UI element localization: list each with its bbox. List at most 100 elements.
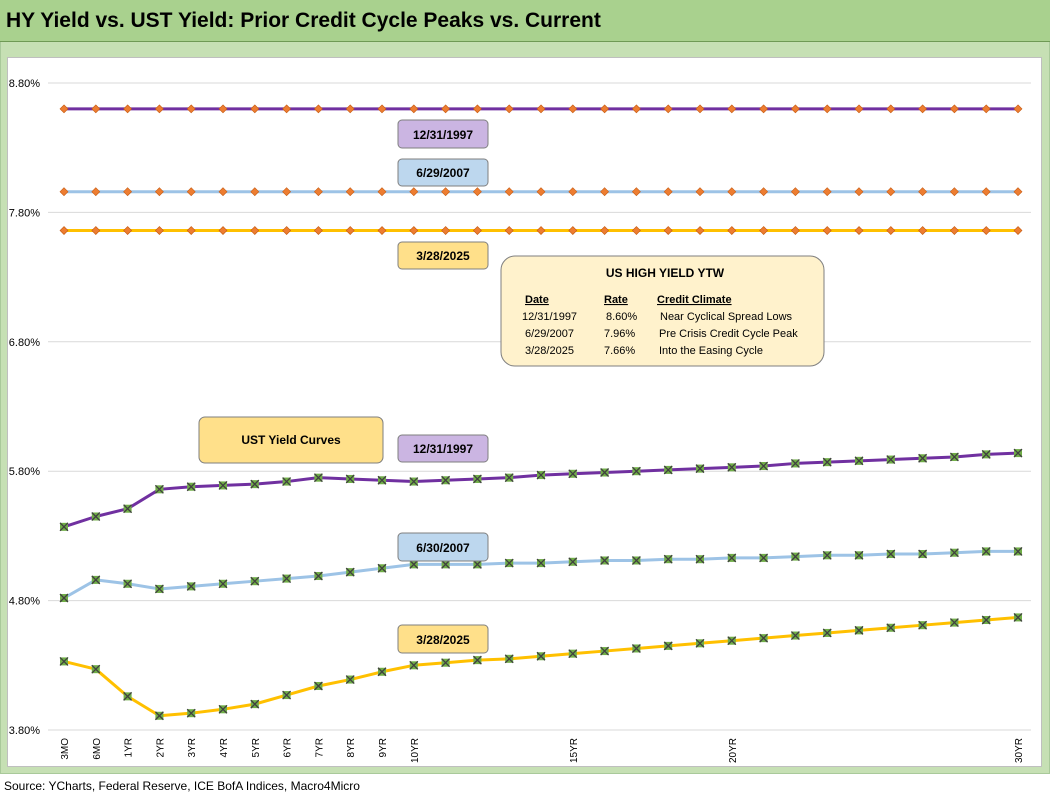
- data-point: [1013, 546, 1023, 556]
- data-point: [59, 656, 69, 666]
- data-point: [186, 104, 196, 114]
- data-point: [854, 187, 864, 197]
- data-point: [123, 226, 133, 235]
- data-point: [218, 104, 228, 114]
- data-point-x: [186, 482, 196, 492]
- data-point-x: [123, 691, 133, 701]
- data-point: [59, 593, 69, 603]
- data-point: [186, 187, 196, 197]
- data-point: [154, 226, 164, 235]
- data-point: [600, 226, 610, 235]
- data-point-x: [282, 477, 292, 487]
- data-point: [250, 576, 260, 586]
- data-point: [949, 452, 959, 462]
- data-point: [822, 628, 832, 638]
- data-point: [918, 549, 928, 559]
- data-point: [504, 473, 514, 483]
- data-point: [631, 226, 641, 235]
- data-point: [981, 449, 991, 459]
- data-point: [695, 554, 705, 564]
- data-point: [631, 187, 641, 197]
- data-point: [600, 646, 610, 656]
- x-tick-label: 9YR: [378, 738, 389, 757]
- data-point: [441, 658, 451, 668]
- ytw-row-3-date: 3/28/2025: [525, 345, 574, 357]
- data-point: [663, 226, 673, 235]
- data-point: [472, 104, 482, 114]
- data-point-x: [600, 646, 610, 656]
- data-point-x: [727, 636, 737, 646]
- data-point-x: [854, 456, 864, 466]
- data-point-x: [727, 462, 737, 472]
- data-point: [504, 104, 514, 114]
- data-point-x: [123, 504, 133, 514]
- y-tick-label: 3.80%: [9, 725, 40, 737]
- data-point: [949, 618, 959, 628]
- series-line: [63, 549, 1018, 600]
- data-point: [1013, 187, 1023, 197]
- data-point: [345, 474, 355, 484]
- data-point: [282, 574, 292, 584]
- data-point-x: [377, 475, 387, 485]
- data-point-x: [568, 557, 578, 567]
- data-point: [790, 187, 800, 197]
- data-point-x: [854, 550, 864, 560]
- gridlines: [48, 82, 1031, 731]
- data-point-x: [91, 575, 101, 585]
- ytw-row-3-rate: 7.66%: [604, 345, 635, 357]
- data-point-x: [409, 477, 419, 487]
- x-tick-label: 20YR: [728, 738, 739, 763]
- hy-label-2007: 6/29/2007: [397, 158, 489, 187]
- data-point: [504, 558, 514, 568]
- data-point: [536, 226, 546, 235]
- data-point-x: [345, 567, 355, 577]
- data-point: [504, 226, 514, 235]
- data-point: [250, 479, 260, 489]
- series-ust-1: [59, 546, 1023, 603]
- data-point: [695, 187, 705, 197]
- data-point: [313, 187, 323, 197]
- data-point-x: [536, 558, 546, 568]
- data-point: [345, 187, 355, 197]
- data-point-x: [981, 615, 991, 625]
- data-point-x: [949, 452, 959, 462]
- ust-label-2007: 6/30/2007: [397, 532, 489, 562]
- data-point: [377, 226, 387, 235]
- data-point: [250, 187, 260, 197]
- x-tick-label: 10YR: [410, 738, 421, 763]
- data-point: [409, 226, 419, 235]
- data-point-x: [313, 681, 323, 691]
- ust-label-2025: 3/28/2025: [397, 624, 489, 654]
- data-point: [949, 548, 959, 558]
- x-tick-label: 15YR: [569, 738, 580, 763]
- data-point: [918, 187, 928, 197]
- data-point: [91, 512, 101, 521]
- data-point-x: [822, 628, 832, 638]
- data-point: [981, 104, 991, 114]
- data-point: [981, 187, 991, 197]
- data-point: [631, 466, 641, 476]
- data-point-x: [790, 458, 800, 468]
- ytw-row-2-rate: 7.96%: [604, 328, 635, 340]
- data-point: [568, 226, 578, 235]
- data-point-x: [822, 550, 832, 560]
- data-point-x: [472, 559, 482, 569]
- ust-title-label: UST Yield Curves: [198, 416, 384, 464]
- data-point-x: [695, 638, 705, 648]
- data-point: [631, 644, 641, 653]
- data-point-x: [154, 584, 164, 594]
- data-point: [759, 553, 769, 563]
- data-point-x: [91, 664, 101, 674]
- data-point-x: [790, 552, 800, 562]
- data-point: [727, 553, 737, 563]
- data-point-x: [218, 704, 228, 714]
- series-line: [63, 451, 1019, 529]
- data-point-x: [536, 470, 546, 480]
- data-point: [790, 631, 800, 640]
- data-point: [949, 226, 959, 235]
- data-point: [568, 557, 578, 567]
- data-point-x: [313, 473, 323, 483]
- data-point-x: [663, 554, 673, 564]
- data-point-x: [886, 623, 896, 633]
- y-tick-label: 7.80%: [9, 207, 40, 219]
